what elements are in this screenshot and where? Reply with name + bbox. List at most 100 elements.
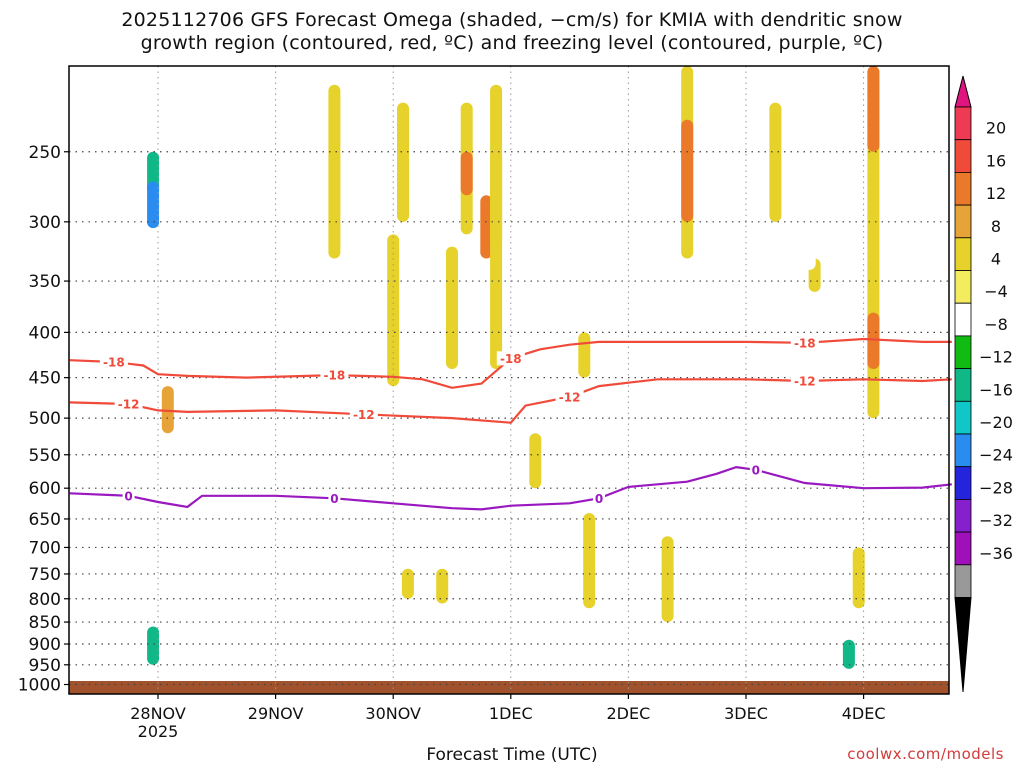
contour-label: -18 bbox=[324, 369, 346, 383]
y-tick-label: 800 bbox=[29, 590, 61, 610]
colorbar-label: 16 bbox=[986, 151, 1006, 170]
omega-cell bbox=[382, 425, 395, 482]
y-tick-label: 250 bbox=[29, 143, 61, 163]
omega-cell bbox=[945, 644, 958, 677]
colorbar-label: 20 bbox=[986, 119, 1006, 138]
colorbar-label: −8 bbox=[984, 315, 1008, 334]
colorbar-segment bbox=[954, 531, 972, 566]
omega-cell bbox=[852, 547, 865, 609]
omega-cell bbox=[446, 246, 458, 370]
y-tick-label: 350 bbox=[29, 272, 61, 292]
contour-line bbox=[69, 378, 952, 424]
colorbar-segment bbox=[954, 400, 972, 435]
omega-cell bbox=[867, 312, 880, 370]
omega-cell bbox=[387, 234, 400, 387]
contour-label: 0 bbox=[330, 492, 338, 506]
omega-cell bbox=[137, 208, 150, 313]
omega-cell bbox=[397, 102, 409, 222]
colorbar-label: 8 bbox=[991, 217, 1001, 236]
colorbar-segment bbox=[954, 433, 972, 468]
colorbar-label: −20 bbox=[979, 413, 1013, 432]
colorbar-label: 12 bbox=[986, 184, 1006, 203]
credit-link[interactable]: coolwx.com/models bbox=[847, 745, 1004, 763]
colorbar-label: −12 bbox=[979, 348, 1013, 367]
plot-frame bbox=[68, 65, 950, 695]
omega-cell bbox=[842, 639, 855, 669]
omega-cell bbox=[103, 626, 115, 677]
y-tick-label: 750 bbox=[29, 565, 61, 585]
omega-cell bbox=[607, 84, 620, 222]
omega-cell bbox=[176, 84, 189, 152]
colorbar-segment bbox=[954, 302, 972, 337]
contour-lines: -18 -18 -18 -18 -12 -12 -12 -12 0 0 0 0 bbox=[69, 335, 952, 511]
omega-cell bbox=[401, 568, 414, 599]
colorbar-label: 4 bbox=[991, 250, 1001, 269]
colorbar-label: −32 bbox=[979, 511, 1013, 530]
chart-title-line2: growth region (contoured, red, ºC) and f… bbox=[140, 32, 884, 54]
omega-cell bbox=[661, 536, 674, 623]
omega-cell bbox=[147, 626, 160, 665]
omega-cell bbox=[460, 151, 473, 196]
y-axis: 250 300 350 400 450 500 550 600 650 700 750 800 8509… bbox=[18, 143, 69, 696]
x-tick-label: 28NOV bbox=[130, 704, 186, 723]
colorbar-segment bbox=[954, 335, 972, 369]
omega-cell bbox=[416, 66, 429, 259]
ground-strip bbox=[69, 681, 949, 694]
x-tick-sublabel: 2025 bbox=[138, 722, 179, 741]
colorbar-segment bbox=[954, 106, 972, 141]
colorbar-top-arrow bbox=[954, 75, 972, 108]
contour-label-bg bbox=[349, 407, 378, 422]
colorbar-segment bbox=[954, 564, 972, 598]
contour-label-bg bbox=[320, 368, 349, 383]
contour-line bbox=[69, 465, 952, 511]
omega-cell bbox=[122, 136, 135, 259]
contour-label-bg bbox=[99, 354, 128, 369]
omega-cell bbox=[490, 84, 503, 247]
contour-label-bg bbox=[328, 491, 341, 506]
contour-label: -12 bbox=[118, 398, 140, 412]
contour-label: -18 bbox=[103, 355, 125, 369]
omega-cell bbox=[93, 166, 106, 247]
y-tick-label: 650 bbox=[29, 510, 61, 530]
omega-cell bbox=[161, 386, 174, 434]
frame-border bbox=[68, 65, 950, 695]
contour-label: -12 bbox=[559, 390, 581, 404]
y-tick-label: 1000 bbox=[18, 676, 61, 696]
colorbar-bottom-arrow bbox=[954, 597, 972, 693]
colorbar-segment bbox=[954, 237, 972, 271]
y-tick-label: 400 bbox=[29, 323, 61, 343]
omega-cell bbox=[529, 433, 542, 489]
contour-label-bg bbox=[790, 374, 819, 389]
colorbar-segment bbox=[954, 466, 972, 500]
omega-cell bbox=[210, 66, 223, 196]
contour-label: 0 bbox=[595, 492, 603, 506]
omega-cell bbox=[264, 639, 277, 669]
x-axis-title: Forecast Time (UTC) bbox=[426, 745, 598, 765]
contour-label: -12 bbox=[353, 408, 375, 422]
y-tick-label: 550 bbox=[29, 446, 61, 466]
y-tick-label: 450 bbox=[29, 369, 61, 389]
colorbar: 20 16 12 8 4 −4 −8 −12 −16 −20 −24 −28 −32 −36 bbox=[954, 75, 1013, 693]
x-tick-label: 3DEC bbox=[724, 704, 768, 723]
y-tick-label: 600 bbox=[29, 479, 61, 499]
y-tick-label: 850 bbox=[29, 613, 61, 633]
contour-label-bg bbox=[496, 351, 525, 366]
omega-cell bbox=[720, 102, 733, 247]
y-tick-label: 300 bbox=[29, 213, 61, 233]
contour-label: -12 bbox=[794, 375, 816, 389]
contour-line bbox=[69, 337, 952, 389]
colorbar-label: −16 bbox=[979, 380, 1013, 399]
omega-shading bbox=[73, 66, 958, 681]
contour-label-bg bbox=[122, 488, 135, 503]
colorbar-segment bbox=[954, 204, 972, 239]
colorbar-segment bbox=[954, 498, 972, 533]
y-tick-label: 900 bbox=[29, 635, 61, 655]
y-tick-label: 700 bbox=[29, 538, 61, 558]
y-tick-label: 500 bbox=[29, 409, 61, 429]
omega-cell bbox=[201, 461, 213, 489]
omega-cell bbox=[583, 513, 596, 609]
omega-cell bbox=[681, 119, 694, 222]
contour-label-bg bbox=[790, 335, 819, 350]
colorbar-segment bbox=[954, 368, 972, 402]
